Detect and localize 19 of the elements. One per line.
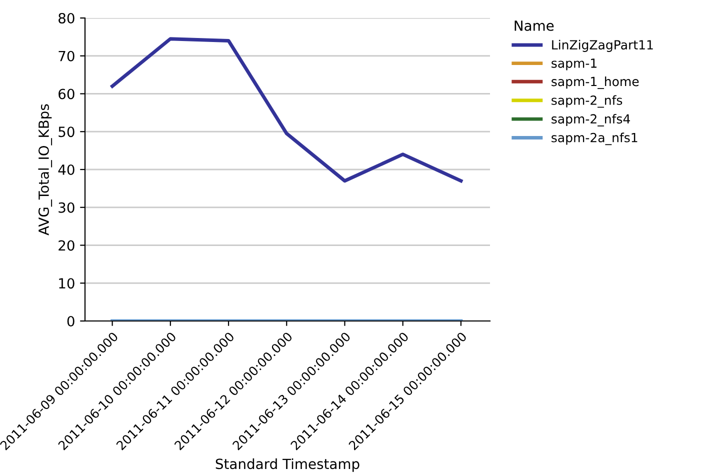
legend-label: sapm-1 xyxy=(552,58,596,70)
legend-label: LinZigZagPart11 xyxy=(552,40,653,52)
y-axis-title: AVG_Total_IO_KBps xyxy=(38,104,52,236)
y-tick-label: 70 xyxy=(58,50,74,62)
legend-label: sapm-1_home xyxy=(552,76,639,89)
legend-label: sapm-2a_nfs1 xyxy=(552,132,638,146)
legend-label: sapm-2_nfs4 xyxy=(552,114,630,126)
y-tick-label: 60 xyxy=(58,88,74,100)
legend-label: sapm-2_nfs xyxy=(552,95,622,108)
x-axis-title: Standard Timestamp xyxy=(216,458,360,472)
y-tick-label: 40 xyxy=(58,164,74,175)
y-tick-label: 80 xyxy=(58,12,74,24)
legend-title: Name xyxy=(514,20,554,31)
y-tick-label: 0 xyxy=(67,316,74,326)
y-tick-label: 10 xyxy=(59,278,74,289)
y-tick-label: 30 xyxy=(58,202,74,213)
y-tick-label: 20 xyxy=(58,240,74,251)
line-series xyxy=(110,37,463,183)
y-tick-label: 50 xyxy=(58,126,74,138)
